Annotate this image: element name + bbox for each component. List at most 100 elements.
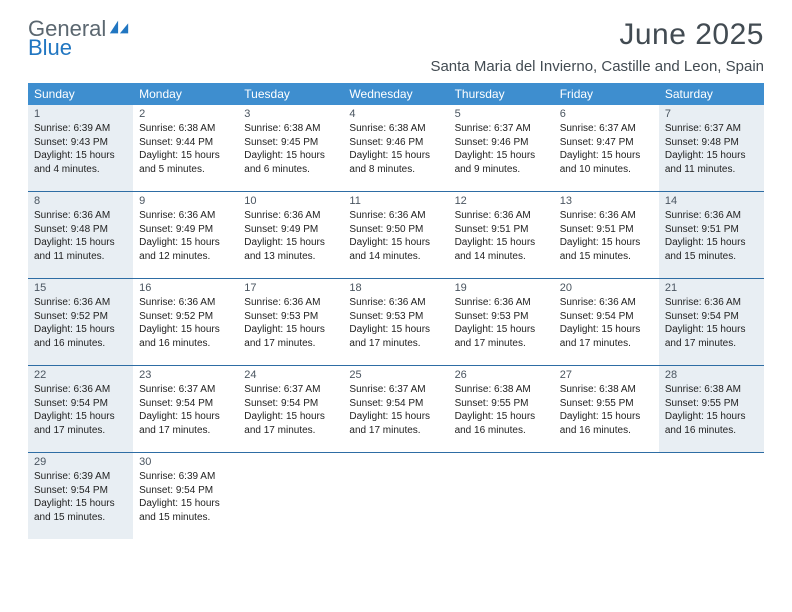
calendar-cell: 18 Sunrise: 6:36 AMSunset: 9:53 PMDayligh… bbox=[343, 279, 448, 366]
calendar-cell: 1 Sunrise: 6:39 AMSunset: 9:43 PMDaylight… bbox=[28, 105, 133, 192]
day-number: 9 bbox=[139, 195, 232, 207]
day-info: Sunrise: 6:38 AMSunset: 9:44 PMDaylight:… bbox=[139, 122, 232, 176]
weekday-header: Monday bbox=[133, 83, 238, 105]
calendar-cell: 28 Sunrise: 6:38 AMSunset: 9:55 PMDayligh… bbox=[659, 366, 764, 453]
day-number: 18 bbox=[349, 282, 442, 294]
weekday-header: Tuesday bbox=[238, 83, 343, 105]
calendar-cell: 19 Sunrise: 6:36 AMSunset: 9:53 PMDayligh… bbox=[449, 279, 554, 366]
calendar-cell: 9 Sunrise: 6:36 AMSunset: 9:49 PMDaylight… bbox=[133, 192, 238, 279]
day-number: 14 bbox=[665, 195, 758, 207]
calendar-cell: 8 Sunrise: 6:36 AMSunset: 9:48 PMDaylight… bbox=[28, 192, 133, 279]
day-info: Sunrise: 6:36 AMSunset: 9:52 PMDaylight:… bbox=[34, 296, 127, 350]
day-number: 25 bbox=[349, 369, 442, 381]
day-info: Sunrise: 6:36 AMSunset: 9:49 PMDaylight:… bbox=[139, 209, 232, 263]
day-info: Sunrise: 6:36 AMSunset: 9:54 PMDaylight:… bbox=[560, 296, 653, 350]
calendar-cell bbox=[449, 453, 554, 540]
day-number: 1 bbox=[34, 108, 127, 120]
calendar-cell bbox=[659, 453, 764, 540]
weekday-header: Saturday bbox=[659, 83, 764, 105]
calendar-cell: 4 Sunrise: 6:38 AMSunset: 9:46 PMDaylight… bbox=[343, 105, 448, 192]
day-number: 21 bbox=[665, 282, 758, 294]
day-number: 19 bbox=[455, 282, 548, 294]
calendar-cell: 29Sunrise: 6:39 AMSunset: 9:54 PMDayligh… bbox=[28, 453, 133, 540]
day-number: 13 bbox=[560, 195, 653, 207]
day-info: Sunrise: 6:36 AMSunset: 9:51 PMDaylight:… bbox=[665, 209, 758, 263]
calendar-cell: 20 Sunrise: 6:36 AMSunset: 9:54 PMDayligh… bbox=[554, 279, 659, 366]
weekday-header: Thursday bbox=[449, 83, 554, 105]
day-info: Sunrise: 6:38 AMSunset: 9:55 PMDaylight:… bbox=[560, 383, 653, 437]
day-info: Sunrise: 6:36 AMSunset: 9:51 PMDaylight:… bbox=[455, 209, 548, 263]
day-number: 5 bbox=[455, 108, 548, 120]
day-number: 3 bbox=[244, 108, 337, 120]
day-number: 24 bbox=[244, 369, 337, 381]
calendar-cell: 13 Sunrise: 6:36 AMSunset: 9:51 PMDayligh… bbox=[554, 192, 659, 279]
day-number: 20 bbox=[560, 282, 653, 294]
day-info: Sunrise: 6:36 AMSunset: 9:54 PMDaylight:… bbox=[34, 383, 127, 437]
calendar-cell: 25 Sunrise: 6:37 AMSunset: 9:54 PMDayligh… bbox=[343, 366, 448, 453]
page-title: June 2025 bbox=[430, 18, 764, 52]
day-info: Sunrise: 6:39 AMSunset: 9:43 PMDaylight:… bbox=[34, 122, 127, 176]
day-info: Sunrise: 6:39 AMSunset: 9:54 PMDaylight:… bbox=[139, 470, 232, 524]
day-number: 12 bbox=[455, 195, 548, 207]
day-info: Sunrise: 6:36 AMSunset: 9:49 PMDaylight:… bbox=[244, 209, 337, 263]
day-number: 28 bbox=[665, 369, 758, 381]
day-info: Sunrise: 6:39 AMSunset: 9:54 PMDaylight:… bbox=[34, 470, 127, 524]
day-number: 2 bbox=[139, 108, 232, 120]
calendar-cell: 2 Sunrise: 6:38 AMSunset: 9:44 PMDaylight… bbox=[133, 105, 238, 192]
calendar-cell: 5 Sunrise: 6:37 AMSunset: 9:46 PMDaylight… bbox=[449, 105, 554, 192]
calendar-cell: 21 Sunrise: 6:36 AMSunset: 9:54 PMDayligh… bbox=[659, 279, 764, 366]
day-number: 26 bbox=[455, 369, 548, 381]
calendar-cell: 15 Sunrise: 6:36 AMSunset: 9:52 PMDayligh… bbox=[28, 279, 133, 366]
day-number: 22 bbox=[34, 369, 127, 381]
calendar-cell: 24 Sunrise: 6:37 AMSunset: 9:54 PMDayligh… bbox=[238, 366, 343, 453]
calendar-cell bbox=[343, 453, 448, 540]
day-number: 23 bbox=[139, 369, 232, 381]
day-info: Sunrise: 6:36 AMSunset: 9:52 PMDaylight:… bbox=[139, 296, 232, 350]
day-info: Sunrise: 6:36 AMSunset: 9:54 PMDaylight:… bbox=[665, 296, 758, 350]
day-info: Sunrise: 6:36 AMSunset: 9:53 PMDaylight:… bbox=[244, 296, 337, 350]
calendar-cell: 3Sunrise: 6:38 AMSunset: 9:45 PMDaylight… bbox=[238, 105, 343, 192]
weekday-header: Friday bbox=[554, 83, 659, 105]
weekday-header: Wednesday bbox=[343, 83, 448, 105]
day-number: 8 bbox=[34, 195, 127, 207]
day-number: 6 bbox=[560, 108, 653, 120]
day-info: Sunrise: 6:37 AMSunset: 9:54 PMDaylight:… bbox=[244, 383, 337, 437]
day-info: Sunrise: 6:38 AMSunset: 9:46 PMDaylight:… bbox=[349, 122, 442, 176]
day-info: Sunrise: 6:37 AMSunset: 9:54 PMDaylight:… bbox=[349, 383, 442, 437]
day-info: Sunrise: 6:38 AMSunset: 9:55 PMDaylight:… bbox=[455, 383, 548, 437]
day-info: Sunrise: 6:36 AMSunset: 9:53 PMDaylight:… bbox=[455, 296, 548, 350]
day-number: 27 bbox=[560, 369, 653, 381]
day-number: 15 bbox=[34, 282, 127, 294]
calendar-cell: 23 Sunrise: 6:37 AMSunset: 9:54 PMDayligh… bbox=[133, 366, 238, 453]
day-info: Sunrise: 6:36 AMSunset: 9:51 PMDaylight:… bbox=[560, 209, 653, 263]
calendar-cell: 16 Sunrise: 6:36 AMSunset: 9:52 PMDayligh… bbox=[133, 279, 238, 366]
calendar-cell: 22 Sunrise: 6:36 AMSunset: 9:54 PMDayligh… bbox=[28, 366, 133, 453]
calendar-cell bbox=[554, 453, 659, 540]
calendar-cell: 6Sunrise: 6:37 AMSunset: 9:47 PMDaylight… bbox=[554, 105, 659, 192]
brand-logo: General Blue bbox=[28, 18, 130, 59]
day-info: Sunrise: 6:38 AMSunset: 9:55 PMDaylight:… bbox=[665, 383, 758, 437]
day-number: 11 bbox=[349, 195, 442, 207]
day-number: 4 bbox=[349, 108, 442, 120]
day-info: Sunrise: 6:36 AMSunset: 9:48 PMDaylight:… bbox=[34, 209, 127, 263]
day-number: 7 bbox=[665, 108, 758, 120]
day-number: 16 bbox=[139, 282, 232, 294]
day-number: 10 bbox=[244, 195, 337, 207]
calendar-cell bbox=[238, 453, 343, 540]
location-subtitle: Santa Maria del Invierno, Castille and L… bbox=[430, 58, 764, 75]
day-info: Sunrise: 6:36 AMSunset: 9:50 PMDaylight:… bbox=[349, 209, 442, 263]
calendar-cell: 30Sunrise: 6:39 AMSunset: 9:54 PMDayligh… bbox=[133, 453, 238, 540]
day-info: Sunrise: 6:37 AMSunset: 9:46 PMDaylight:… bbox=[455, 122, 548, 176]
calendar-table: SundayMondayTuesdayWednesdayThursdayFrid… bbox=[28, 83, 764, 539]
calendar-cell: 17 Sunrise: 6:36 AMSunset: 9:53 PMDayligh… bbox=[238, 279, 343, 366]
sail-icon bbox=[108, 18, 130, 36]
weekday-header: Sunday bbox=[28, 83, 133, 105]
day-number: 17 bbox=[244, 282, 337, 294]
calendar-cell: 27 Sunrise: 6:38 AMSunset: 9:55 PMDayligh… bbox=[554, 366, 659, 453]
calendar-cell: 26 Sunrise: 6:38 AMSunset: 9:55 PMDayligh… bbox=[449, 366, 554, 453]
calendar-cell: 12 Sunrise: 6:36 AMSunset: 9:51 PMDayligh… bbox=[449, 192, 554, 279]
day-info: Sunrise: 6:37 AMSunset: 9:48 PMDaylight:… bbox=[665, 122, 758, 176]
day-info: Sunrise: 6:37 AMSunset: 9:54 PMDaylight:… bbox=[139, 383, 232, 437]
calendar-cell: 7 Sunrise: 6:37 AMSunset: 9:48 PMDaylight… bbox=[659, 105, 764, 192]
day-info: Sunrise: 6:36 AMSunset: 9:53 PMDaylight:… bbox=[349, 296, 442, 350]
